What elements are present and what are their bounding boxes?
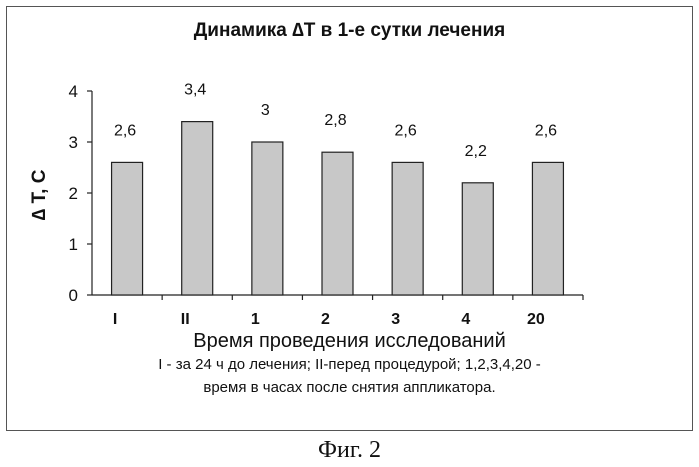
data-label: 3 (261, 102, 270, 119)
y-tick-label: 1 (69, 235, 78, 254)
chart-note-line-2: время в часах после снятия аппликатора. (0, 379, 699, 396)
chart-note-line-1: I - за 24 ч до лечения; II-перед процеду… (0, 356, 699, 373)
bar (322, 152, 353, 295)
x-tick-label: 20 (527, 311, 545, 328)
data-label: 3,4 (184, 82, 206, 99)
data-label: 2,6 (395, 122, 417, 139)
data-label: 2,6 (535, 122, 557, 139)
y-tick-label: 4 (69, 82, 78, 101)
y-tick-label: 0 (69, 286, 78, 305)
bar (392, 162, 423, 295)
x-tick-label: 4 (461, 311, 470, 328)
bar (462, 183, 493, 295)
data-label: 2,6 (114, 122, 136, 139)
data-label: 2,8 (324, 112, 346, 129)
bar (182, 122, 213, 295)
x-tick-label: 3 (391, 311, 400, 328)
y-tick-label: 2 (69, 184, 78, 203)
figure-caption: Фиг. 2 (0, 437, 699, 464)
bar (112, 162, 143, 295)
data-label: 2,2 (465, 143, 487, 160)
y-tick-label: 3 (69, 133, 78, 152)
y-axis-title: ∆ Т, С (29, 170, 51, 221)
x-tick-label: 2 (321, 311, 330, 328)
bar (252, 142, 283, 295)
x-axis-title: Время проведения исследований (0, 330, 699, 353)
x-tick-label: I (113, 311, 117, 328)
x-tick-label: 1 (251, 311, 260, 328)
bar (532, 162, 563, 295)
x-tick-label: II (181, 311, 190, 328)
